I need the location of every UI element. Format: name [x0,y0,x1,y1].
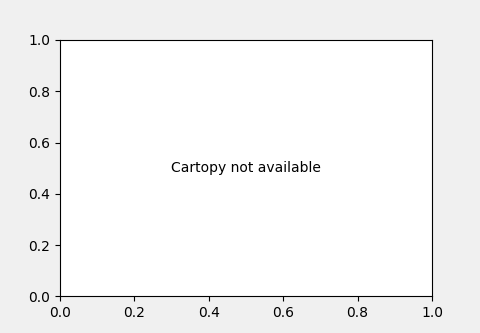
Text: Cartopy not available: Cartopy not available [171,161,321,175]
